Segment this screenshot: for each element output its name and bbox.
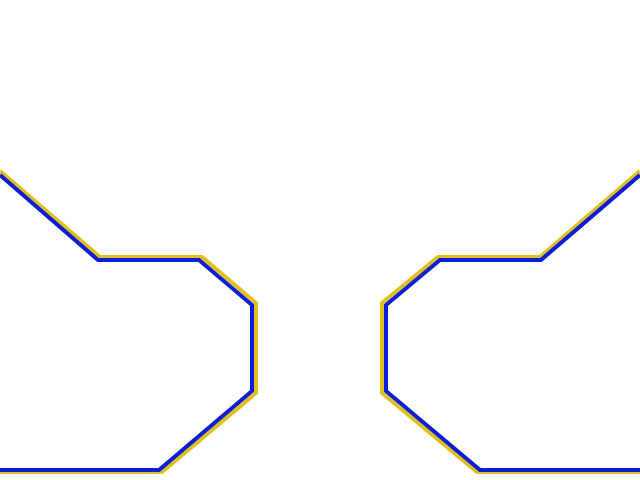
left-bracket-gold-edge — [0, 171, 256, 472]
left-bracket-outline — [0, 171, 256, 472]
right-bracket-outline — [382, 171, 640, 472]
right-bracket-gold-edge — [382, 171, 640, 472]
